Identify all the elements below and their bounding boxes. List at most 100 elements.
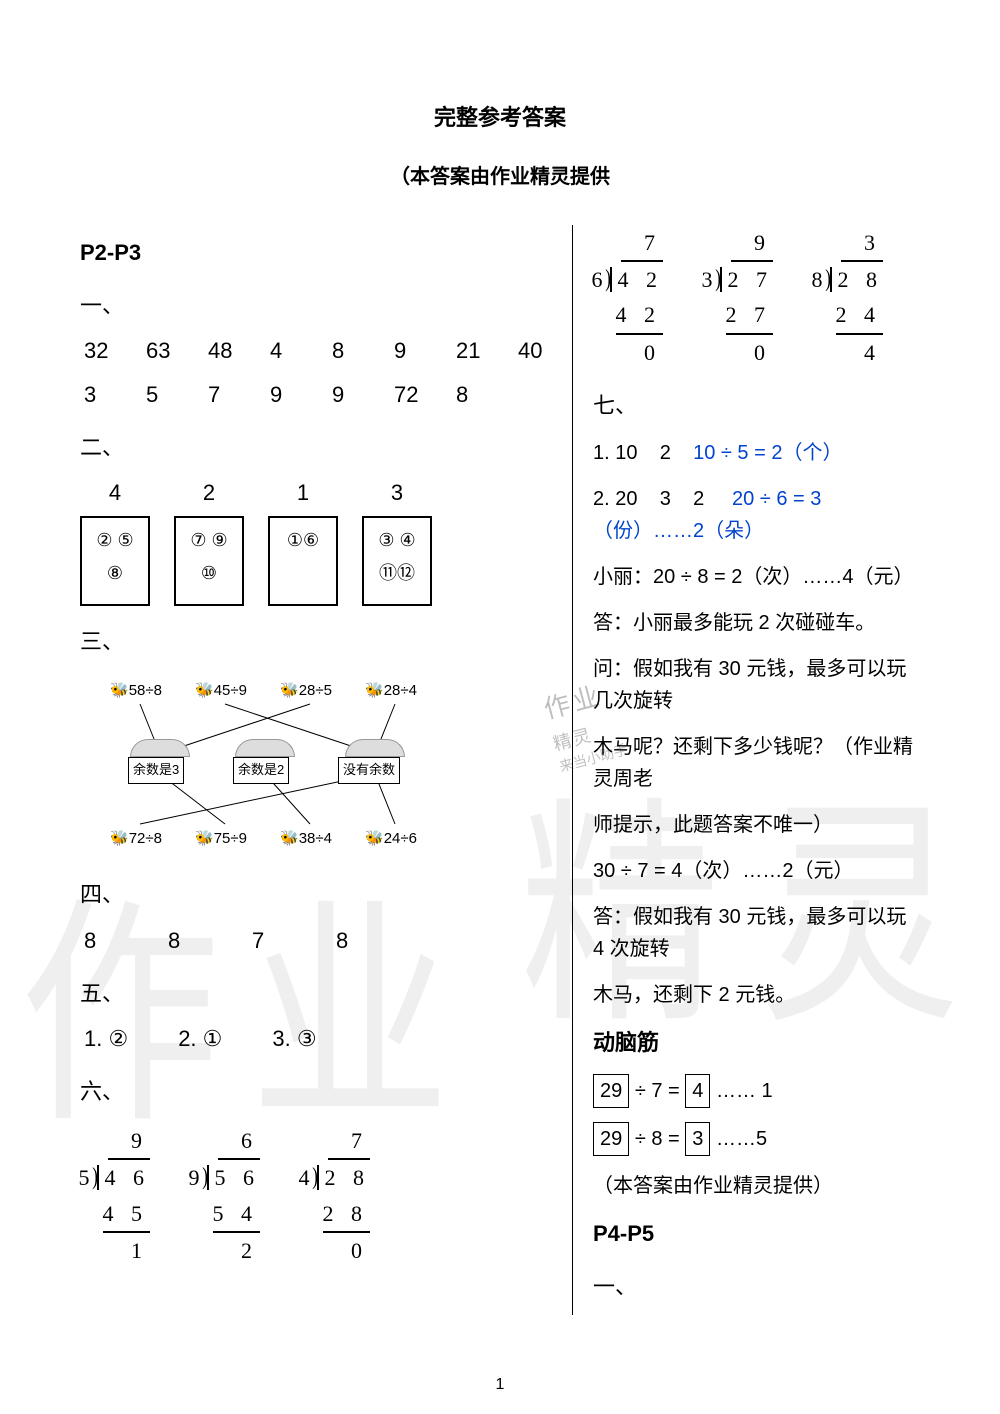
value: 3. ③ xyxy=(272,1021,316,1056)
s1-row1: 32 63 48 4 8 9 21 40 xyxy=(80,333,552,368)
dividend: 2 8 xyxy=(317,1165,371,1190)
s7-line: 30 ÷ 7 = 4（次）……2（元） xyxy=(593,855,920,887)
dividend: 4 2 xyxy=(610,267,664,292)
s2-col: 2 ⑦ ⑨ ⑩ xyxy=(174,475,244,606)
value: 1. ② xyxy=(84,1021,128,1056)
value: 8 xyxy=(168,923,202,958)
divisor: 4 xyxy=(299,1160,310,1195)
long-division: 7 6)4 2 4 2 0 xyxy=(593,225,663,370)
bee-expr: 🐝45÷9 xyxy=(195,679,247,703)
value: 8 xyxy=(332,333,366,368)
box-cell: ①⑥ xyxy=(274,524,332,556)
text: 3 xyxy=(660,488,671,510)
value: 9 xyxy=(332,377,366,412)
tail: ……5 xyxy=(716,1128,767,1150)
sub: 4 2 xyxy=(616,297,664,334)
boxed-value: 29 xyxy=(593,1122,629,1156)
hive-label: 余数是3 xyxy=(128,757,184,784)
box-header: 1 xyxy=(297,475,309,510)
dividend: 5 6 xyxy=(207,1165,261,1190)
s7-line: 问：假如我有 30 元钱，最多可以玩几次旋转 xyxy=(593,653,920,717)
page-title: 完整参考答案 xyxy=(80,100,920,132)
sub: 5 4 xyxy=(213,1196,261,1233)
bee-expr: 🐝24÷6 xyxy=(365,827,417,851)
quotient: 7 xyxy=(621,225,663,262)
s1-row2: 3 5 7 9 9 72 8 xyxy=(80,377,552,412)
box: ①⑥ xyxy=(268,516,338,606)
matching-diagram: 🐝58÷8 🐝45÷9 🐝28÷5 🐝28÷4 余数是3 余数是2 没有余数 🐝… xyxy=(80,669,440,859)
s2-col: 1 ①⑥ xyxy=(268,475,338,606)
long-division: 7 4)2 8 2 8 0 xyxy=(300,1123,370,1268)
boxed-value: 4 xyxy=(685,1074,710,1108)
value: 5 xyxy=(146,377,180,412)
value: 8 xyxy=(456,377,490,412)
op: ÷ 7 = xyxy=(635,1080,680,1102)
value: 8 xyxy=(336,923,370,958)
remainder: 0 xyxy=(328,1233,370,1268)
s5-row: 1. ② 2. ① 3. ③ xyxy=(80,1021,552,1056)
quotient: 3 xyxy=(841,225,883,262)
page-subtitle: （本答案由作业精灵提供 xyxy=(80,160,920,189)
hive-icon xyxy=(130,739,190,757)
text: 2 xyxy=(660,442,671,464)
divisor: 5 xyxy=(79,1160,90,1195)
left-column: P2-P3 一、 32 63 48 4 8 9 21 40 3 5 7 9 9 … xyxy=(80,225,572,1315)
next-page-range: P4-P5 xyxy=(593,1216,920,1251)
s2-col: 3 ③ ④ ⑪⑫ xyxy=(362,475,432,606)
box-cell: ⑧ xyxy=(86,557,144,589)
value: 40 xyxy=(518,333,552,368)
s7-line: 师提示，此题答案不唯一） xyxy=(593,809,920,841)
boxed-value: 29 xyxy=(593,1074,629,1108)
brain-eq: 29 ÷ 8 = 3 ……5 xyxy=(593,1122,920,1156)
text: 2 xyxy=(693,488,704,510)
equation: 10 ÷ 5 = 2（个） xyxy=(693,442,842,464)
divisor: 8 xyxy=(812,262,823,297)
hive-label: 余数是2 xyxy=(233,757,289,784)
s7-line: 答：小丽最多能玩 2 次碰碰车。 xyxy=(593,607,920,639)
s7-line: 答：假如我有 30 元钱，最多可以玩 4 次旋转 xyxy=(593,901,920,965)
long-division: 9 5)4 6 4 5 1 xyxy=(80,1123,150,1268)
remainder: 2 xyxy=(218,1233,260,1268)
value: 2. ① xyxy=(178,1021,222,1056)
sub: 2 4 xyxy=(836,297,884,334)
s7-line: 小丽：20 ÷ 8 = 2（次）……4（元） xyxy=(593,561,920,593)
box-header: 4 xyxy=(109,475,121,510)
long-division: 3 8)2 8 2 4 4 xyxy=(813,225,883,370)
columns: P2-P3 一、 32 63 48 4 8 9 21 40 3 5 7 9 9 … xyxy=(80,225,920,1315)
box-cell: ⑪⑫ xyxy=(368,557,426,589)
text: 1. 10 xyxy=(593,442,637,464)
dividend: 4 6 xyxy=(97,1165,151,1190)
bee-expr: 🐝75÷9 xyxy=(195,827,247,851)
next-section-label: 一、 xyxy=(593,1269,920,1304)
section-3-label: 三、 xyxy=(80,624,552,659)
s7-line: 木马，还剩下 2 元钱。 xyxy=(593,979,920,1011)
value: 63 xyxy=(146,333,180,368)
section-6-label: 六、 xyxy=(80,1074,552,1109)
value: 7 xyxy=(252,923,286,958)
op: ÷ 8 = xyxy=(635,1128,680,1150)
hive-icon xyxy=(235,739,295,757)
value: 8 xyxy=(84,923,118,958)
bee-expr: 🐝72÷8 xyxy=(110,827,162,851)
dividend: 2 7 xyxy=(720,267,774,292)
value: 48 xyxy=(208,333,242,368)
long-division: 9 3)2 7 2 7 0 xyxy=(703,225,773,370)
section-1-label: 一、 xyxy=(80,288,552,323)
tail: …… 1 xyxy=(716,1080,773,1102)
value: 3 xyxy=(84,377,118,412)
quotient: 6 xyxy=(218,1123,260,1160)
section-2-label: 二、 xyxy=(80,430,552,465)
value: 21 xyxy=(456,333,490,368)
page-number: 1 xyxy=(0,1376,1000,1394)
divisor: 9 xyxy=(189,1160,200,1195)
box-cell: ⑦ ⑨ xyxy=(180,524,238,556)
box-header: 2 xyxy=(203,475,215,510)
divisor: 6 xyxy=(592,262,603,297)
quotient: 9 xyxy=(731,225,773,262)
hive-label: 没有余数 xyxy=(338,757,400,784)
top-division-row: 7 6)4 2 4 2 0 9 3)2 7 2 7 0 3 8)2 8 2 4 … xyxy=(593,225,920,370)
s2-boxes: 4 ② ⑤ ⑧ 2 ⑦ ⑨ ⑩ 1 ①⑥ xyxy=(80,475,552,606)
sub: 2 7 xyxy=(726,297,774,334)
section-7-label: 七、 xyxy=(593,388,920,423)
value: 32 xyxy=(84,333,118,368)
